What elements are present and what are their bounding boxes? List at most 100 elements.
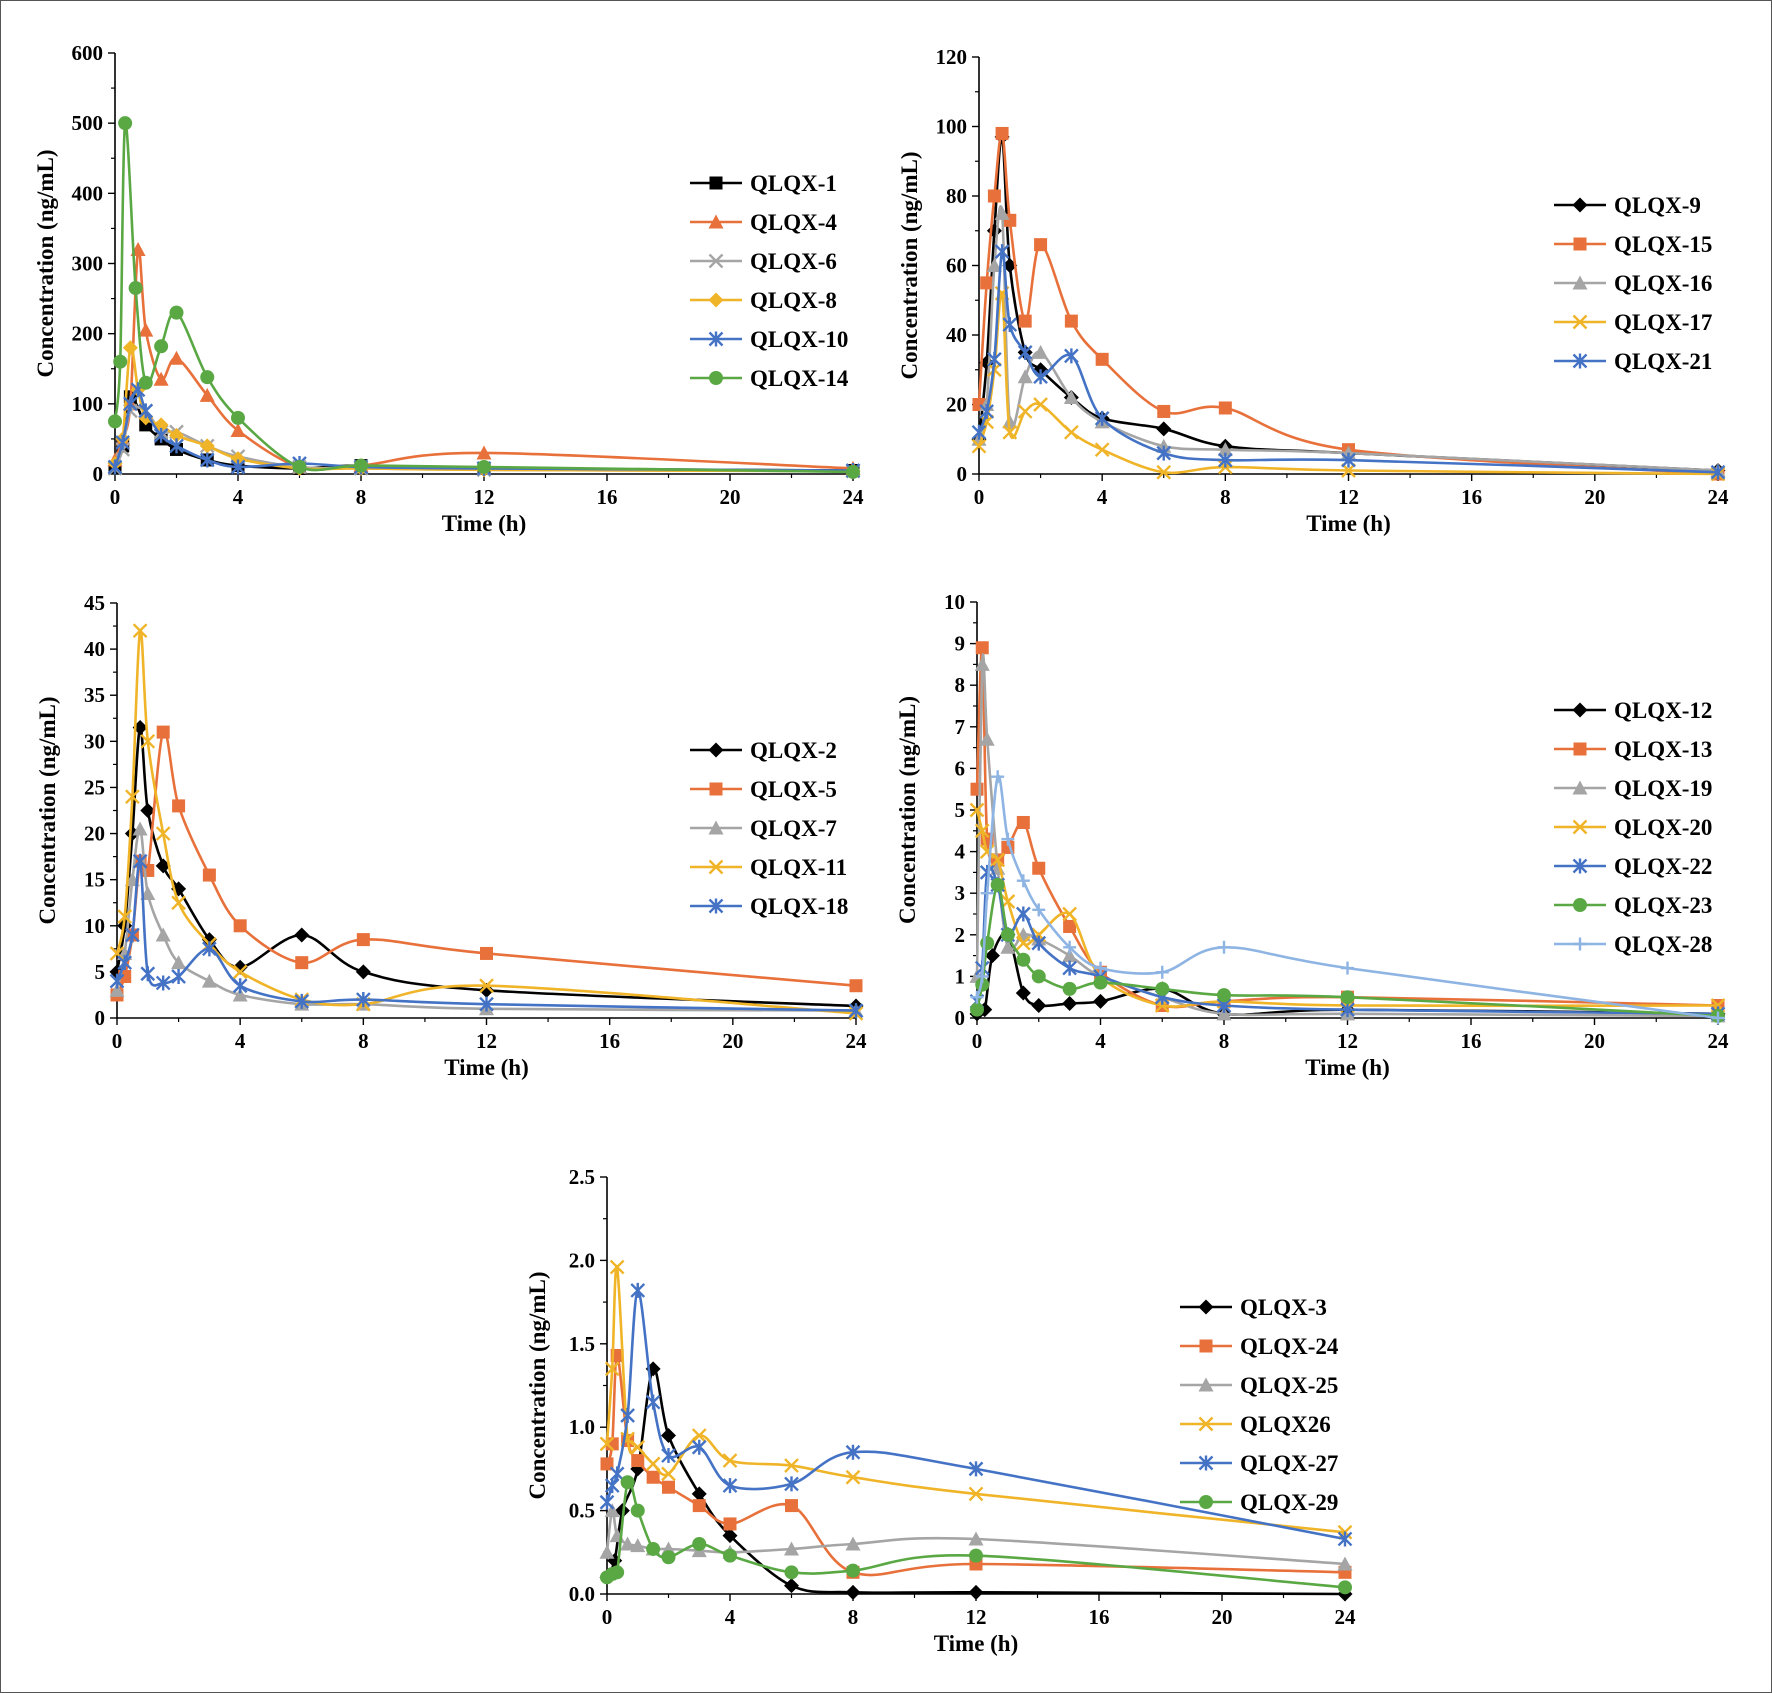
series-line — [115, 726, 857, 1008]
data-point — [1000, 927, 1015, 942]
x-axis-label: Time (h) — [934, 1631, 1019, 1656]
data-point — [171, 969, 186, 984]
legend-label: QLQX-7 — [750, 816, 837, 841]
y-axis-label: Concentration (ng/mL) — [895, 696, 920, 924]
data-point — [153, 427, 169, 443]
y-tick-label: 0 — [955, 1006, 966, 1030]
data-point — [1094, 410, 1110, 426]
y-tick-label: 35 — [84, 683, 105, 707]
data-point — [1340, 990, 1355, 1005]
legend-item: QLQX-22 — [1554, 854, 1712, 879]
legend-label: QLQX-5 — [750, 777, 837, 802]
x-tick-label: 8 — [356, 485, 367, 509]
legend-item: QLQX-28 — [1554, 932, 1712, 957]
data-point — [845, 1536, 861, 1551]
data-point — [980, 276, 994, 290]
y-tick-label: 0 — [957, 462, 968, 486]
data-point — [1095, 352, 1109, 366]
data-point — [199, 387, 215, 402]
x-tick-label: 4 — [1097, 485, 1108, 509]
legend-label: QLQX26 — [1240, 1412, 1331, 1437]
y-tick-label: 5 — [955, 798, 966, 822]
data-point — [979, 731, 995, 746]
data-point — [156, 725, 170, 739]
data-point — [480, 946, 493, 960]
data-point — [646, 1541, 661, 1556]
y-axis-label: Concentration (ng/mL) — [525, 1271, 550, 1499]
data-point — [1062, 948, 1078, 963]
data-point — [975, 969, 989, 983]
data-point — [153, 371, 169, 386]
y-axis-label: Concentration (ng/mL) — [897, 151, 922, 379]
y-tick-label: 40 — [84, 637, 105, 661]
y-tick-label: 10 — [944, 590, 965, 614]
chart-panel-2: 0 4 8 12 16 20 24 0 20 40 60 80 100 120 Time (h) Concen… — [897, 45, 1729, 536]
data-point — [171, 955, 187, 970]
legend-label: QLQX-3 — [1240, 1295, 1327, 1320]
data-point — [171, 895, 186, 911]
data-point — [1156, 464, 1172, 480]
legend-marker — [709, 176, 723, 190]
data-point — [691, 1486, 707, 1502]
y-tick-label: 600 — [72, 41, 104, 65]
data-point — [845, 1444, 861, 1460]
data-point — [1218, 401, 1232, 415]
legend-marker — [1572, 819, 1588, 835]
data-point — [199, 452, 215, 468]
data-point — [132, 821, 148, 836]
series-QLQX-23 — [970, 877, 1725, 1023]
data-point — [108, 414, 122, 429]
data-point — [646, 1470, 660, 1484]
legend-label: QLQX-23 — [1614, 893, 1712, 918]
legend-label: QLQX-15 — [1614, 232, 1712, 257]
legend-label: QLQX-16 — [1614, 271, 1712, 296]
data-point — [970, 1002, 984, 1017]
x-tick-label: 0 — [974, 485, 985, 509]
data-point — [968, 1584, 984, 1600]
y-tick-label: 120 — [936, 45, 968, 69]
y-tick-label: 1.0 — [569, 1415, 595, 1439]
data-point — [991, 770, 1005, 784]
y-tick-label: 30 — [84, 729, 105, 753]
data-point — [1017, 344, 1033, 360]
data-point — [1063, 390, 1079, 405]
data-point — [202, 868, 216, 882]
data-point — [122, 340, 138, 356]
data-point — [969, 802, 985, 818]
data-point — [138, 375, 153, 390]
x-axis-label: Time (h) — [1306, 511, 1391, 536]
data-point — [117, 909, 133, 924]
chart-panel-3: 0 4 8 12 16 20 24 0 5 10 15 20 25 30 35 40 45 Time (h) Con… — [35, 591, 867, 1080]
y-axis-label: Concentration (ng/mL) — [35, 696, 60, 924]
data-point — [661, 1466, 676, 1482]
series-QLQX-28 — [970, 770, 1725, 1025]
y-tick-label: 100 — [72, 392, 104, 416]
series-QLQX-14 — [108, 116, 860, 479]
y-tick-label: 9 — [955, 632, 966, 656]
y-tick-label: 8 — [955, 673, 966, 697]
y-tick-label: 1.5 — [569, 1332, 595, 1356]
data-point — [1217, 988, 1231, 1003]
y-tick-label: 25 — [84, 775, 105, 799]
data-point — [1063, 940, 1077, 954]
y-tick-label: 0.5 — [569, 1499, 595, 1523]
legend-label: QLQX-27 — [1240, 1451, 1338, 1476]
legend-item: QLQX-19 — [1554, 776, 1712, 801]
y-tick-label: 60 — [946, 254, 967, 278]
y-tick-label: 2 — [955, 923, 966, 947]
data-point — [1062, 906, 1077, 922]
legend-marker — [708, 859, 724, 875]
legend-item: QLQX-3 — [1180, 1295, 1327, 1320]
data-point — [232, 978, 248, 994]
data-point — [784, 1458, 799, 1473]
data-point — [968, 1461, 984, 1477]
legend-label: QLQX-6 — [750, 249, 837, 274]
x-tick-label: 20 — [1584, 485, 1605, 509]
legend-label: QLQX-29 — [1240, 1490, 1338, 1515]
y-tick-label: 20 — [946, 393, 967, 417]
data-point — [784, 1541, 799, 1556]
y-tick-label: 400 — [72, 181, 104, 205]
data-point — [292, 459, 307, 474]
data-point — [231, 410, 245, 425]
data-point — [1063, 919, 1077, 933]
